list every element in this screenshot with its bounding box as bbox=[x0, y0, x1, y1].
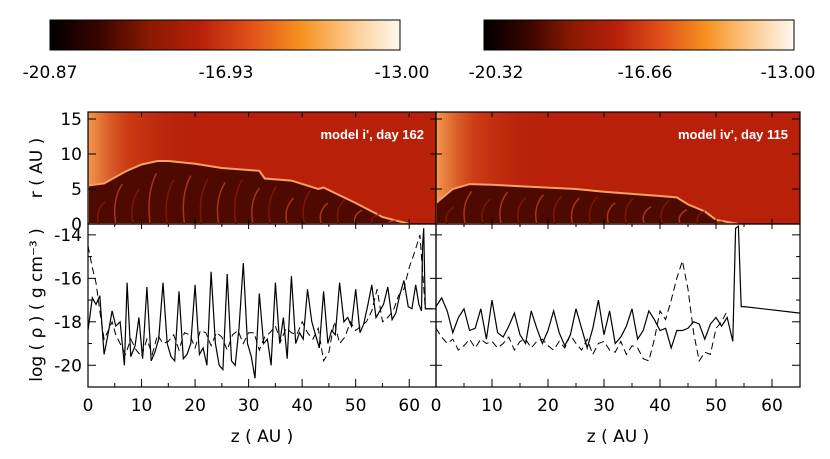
colorbar-left-tick-mid: -16.93 bbox=[199, 63, 254, 83]
shell-plume bbox=[642, 205, 652, 224]
x-tick-label: 40 bbox=[649, 396, 671, 416]
shell-plume bbox=[499, 191, 509, 224]
shell-plume bbox=[678, 209, 688, 224]
map-right-plumes bbox=[445, 190, 723, 224]
shell-plume bbox=[696, 210, 706, 224]
shell-plume bbox=[463, 190, 473, 224]
shell-plume bbox=[182, 175, 192, 224]
plot-y-tick-label: -18 bbox=[54, 313, 82, 333]
x-tick-label: 30 bbox=[238, 396, 260, 416]
map-y-tick-label: 15 bbox=[60, 110, 82, 130]
colorbar-left: -20.87 -16.93 -13.00 bbox=[23, 19, 430, 83]
shell-plume bbox=[148, 172, 158, 224]
colorbar-left-tick-min: -20.87 bbox=[23, 63, 78, 83]
colorbar-right-tick-min: -20.32 bbox=[469, 63, 524, 83]
shell-plume bbox=[233, 179, 243, 224]
axis-ticks: 0 10 20 30 40 50 60 0 10 20 30 40 50 60 0 5 10 15 -20 -18 -1… bbox=[54, 110, 800, 416]
map-left-shell bbox=[88, 160, 410, 224]
shell-plume bbox=[570, 197, 580, 224]
x-tick-label: 10 bbox=[481, 396, 503, 416]
density-line-dashed-right bbox=[436, 258, 728, 363]
shell-plume bbox=[481, 198, 491, 224]
map-right-shell bbox=[436, 183, 739, 224]
colorbar-right: -20.32 -16.66 -13.00 bbox=[469, 19, 816, 83]
shell-plume bbox=[660, 199, 670, 224]
shell-plume bbox=[302, 190, 312, 224]
plot-y-tick-label: -14 bbox=[54, 226, 82, 246]
shell-plume bbox=[370, 213, 380, 224]
map-panel-left bbox=[88, 112, 436, 224]
x-tick-label: 50 bbox=[345, 396, 367, 416]
shell-plume bbox=[624, 197, 634, 224]
x-tick-label: 0 bbox=[83, 396, 94, 416]
shell-plume bbox=[131, 188, 141, 224]
colorbar-left-gradient bbox=[49, 19, 401, 51]
x-tick-label: 20 bbox=[184, 396, 206, 416]
map-y-tick-label: 10 bbox=[60, 145, 82, 165]
density-line-solid-left bbox=[88, 228, 436, 379]
map-right-annotation: model iv', day 115 bbox=[678, 127, 788, 142]
frame-bottom-left bbox=[87, 223, 437, 388]
shell-plume bbox=[319, 202, 329, 224]
plot-panel-right bbox=[436, 225, 800, 363]
shell-plume bbox=[353, 209, 363, 224]
x-tick-label: 60 bbox=[398, 396, 420, 416]
map-y-tick-label: 0 bbox=[71, 215, 82, 235]
shell-plume bbox=[113, 183, 123, 224]
shell-plume bbox=[517, 197, 527, 224]
plot-y-axis-label: log ( ρ ) ( g cm⁻³ ) bbox=[27, 228, 47, 382]
x-tick-label: 40 bbox=[291, 396, 313, 416]
plot-y-tick-label: -16 bbox=[54, 269, 82, 289]
shell-plume bbox=[606, 202, 616, 224]
x-tick-label: 0 bbox=[431, 396, 442, 416]
x-tick-label: 30 bbox=[593, 396, 615, 416]
map-left-plumes bbox=[96, 172, 397, 224]
map-y-axis-label: r ( AU ) bbox=[27, 138, 47, 199]
plot-right-x-axis-label: z ( AU ) bbox=[587, 427, 649, 447]
colorbar-left-tick-max: -13.00 bbox=[375, 63, 430, 83]
density-line-solid-right bbox=[436, 225, 800, 351]
plot-left-x-axis-label: z ( AU ) bbox=[231, 427, 293, 447]
shell-plume bbox=[336, 198, 346, 224]
map-left-annotation: model i', day 162 bbox=[320, 127, 424, 142]
map-panel-right bbox=[436, 112, 800, 224]
map-y-tick-label: 5 bbox=[71, 180, 82, 200]
shell-plume bbox=[588, 196, 598, 224]
shell-plume bbox=[534, 194, 545, 224]
colorbar-right-tick-mid: -16.66 bbox=[618, 63, 673, 83]
shell-plume bbox=[216, 182, 226, 224]
shell-plume bbox=[552, 196, 562, 224]
colorbar-right-gradient bbox=[483, 19, 795, 51]
x-tick-label: 50 bbox=[705, 396, 727, 416]
colorbar-right-tick-max: -13.00 bbox=[761, 63, 816, 83]
shell-plume bbox=[199, 178, 209, 224]
shell-plume bbox=[251, 187, 260, 224]
shell-plume bbox=[268, 185, 278, 224]
x-tick-label: 10 bbox=[131, 396, 153, 416]
shell-plume bbox=[445, 206, 455, 224]
x-tick-label: 20 bbox=[537, 396, 559, 416]
shell-plume bbox=[285, 197, 295, 224]
x-tick-label: 60 bbox=[761, 396, 783, 416]
shell-plume bbox=[96, 201, 106, 224]
shell-plume bbox=[165, 179, 175, 224]
density-line-dashed-left bbox=[88, 234, 436, 363]
plot-y-tick-label: -20 bbox=[54, 356, 82, 376]
frame-bottom-right bbox=[435, 223, 801, 388]
plot-panel-left bbox=[88, 228, 436, 379]
